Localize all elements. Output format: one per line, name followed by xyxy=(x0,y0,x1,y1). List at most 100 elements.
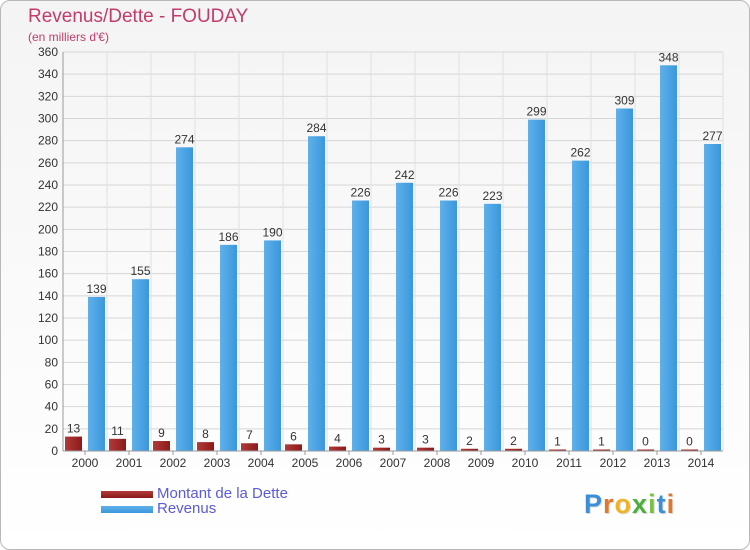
bar-revenus xyxy=(264,240,281,451)
data-label-dette: 4 xyxy=(334,432,341,446)
bar-revenus xyxy=(440,200,457,451)
bar-revenus xyxy=(660,65,677,452)
x-tick-label: 2003 xyxy=(204,456,231,470)
x-tick-label: 2012 xyxy=(600,456,627,470)
x-tick-label: 2001 xyxy=(116,456,143,470)
bar-revenus xyxy=(572,160,589,451)
x-tick-label: 2010 xyxy=(512,456,539,470)
legend-swatch-revenus xyxy=(101,506,153,513)
data-label-revenus: 274 xyxy=(174,132,194,146)
bar-dette xyxy=(681,449,698,451)
data-label-dette: 1 xyxy=(598,435,605,449)
data-label-revenus: 348 xyxy=(658,50,678,64)
y-tick-label: 100 xyxy=(38,333,58,347)
x-tick-label: 2013 xyxy=(644,456,671,470)
proxiti-logo: Proxiti xyxy=(584,489,675,520)
data-label-revenus: 139 xyxy=(86,282,106,296)
x-tick-label: 2011 xyxy=(556,456,582,470)
y-tick-label: 120 xyxy=(38,311,58,325)
bar-revenus xyxy=(616,108,633,452)
x-tick-label: 2007 xyxy=(380,456,407,470)
y-tick-label: 80 xyxy=(45,355,59,369)
bar-revenus xyxy=(220,244,237,451)
bar-dette xyxy=(109,438,126,451)
bars xyxy=(65,65,721,452)
x-tick-label: 2009 xyxy=(468,456,495,470)
data-label-revenus: 277 xyxy=(702,129,722,143)
bar-revenus xyxy=(396,182,413,452)
data-label-dette: 1 xyxy=(554,435,561,449)
x-tick-label: 2006 xyxy=(336,456,363,470)
logo-letter: r xyxy=(603,489,615,519)
axes: 0204060801001201401601802002202402602803… xyxy=(38,45,723,470)
x-tick-label: 2004 xyxy=(248,456,275,470)
data-label-dette: 2 xyxy=(510,434,517,448)
x-tick-label: 2000 xyxy=(72,456,99,470)
bar-revenus xyxy=(528,119,545,451)
logo-letter: x xyxy=(632,489,649,519)
y-tick-label: 20 xyxy=(45,422,59,436)
data-label-dette: 11 xyxy=(111,424,124,438)
data-label-revenus: 155 xyxy=(130,264,150,278)
bar-dette xyxy=(65,436,82,451)
y-tick-label: 160 xyxy=(38,267,58,281)
logo-letter: P xyxy=(584,489,604,519)
data-label-revenus: 186 xyxy=(218,230,238,244)
data-label-revenus: 242 xyxy=(394,168,414,182)
y-tick-label: 240 xyxy=(38,178,58,192)
data-label-revenus: 284 xyxy=(306,121,326,135)
logo-letter: i xyxy=(648,489,657,519)
data-label-dette: 6 xyxy=(290,429,297,443)
bar-dette xyxy=(417,447,434,451)
data-label-dette: 0 xyxy=(642,435,649,449)
x-tick-label: 2005 xyxy=(292,456,319,470)
bar-revenus xyxy=(352,200,369,451)
data-label-revenus: 223 xyxy=(482,189,502,203)
y-tick-label: 360 xyxy=(38,45,58,59)
y-tick-label: 340 xyxy=(38,67,58,81)
bar-dette xyxy=(549,449,566,451)
bar-revenus xyxy=(704,143,721,451)
legend-swatch-dette xyxy=(101,491,153,498)
data-label-revenus: 190 xyxy=(262,225,282,239)
bar-dette xyxy=(373,447,390,451)
y-tick-label: 140 xyxy=(38,289,58,303)
y-tick-label: 60 xyxy=(45,378,59,392)
bar-dette xyxy=(197,442,214,451)
bar-dette xyxy=(505,448,522,451)
legend-label-revenus: Revenus xyxy=(157,500,217,517)
data-label-revenus: 299 xyxy=(526,105,546,119)
x-tick-label: 2014 xyxy=(688,456,715,470)
chart-subtitle: (en milliers d'€) xyxy=(28,30,109,44)
bar-dette xyxy=(593,449,610,451)
legend-label-dette: Montant de la Dette xyxy=(157,485,288,502)
data-label-dette: 8 xyxy=(202,427,209,441)
data-label-revenus: 226 xyxy=(438,186,458,200)
chart-title: Revenus/Dette - FOUDAY xyxy=(28,6,249,27)
logo-letter: t xyxy=(656,489,667,519)
bar-dette xyxy=(285,444,302,451)
y-tick-label: 180 xyxy=(38,245,58,259)
bar-dette xyxy=(241,443,258,451)
y-tick-label: 40 xyxy=(45,400,59,414)
data-label-dette: 9 xyxy=(158,426,165,440)
bar-revenus xyxy=(176,147,193,452)
logo-letter: o xyxy=(614,489,633,519)
bar-dette xyxy=(637,449,654,451)
x-tick-label: 2008 xyxy=(424,456,451,470)
bar-revenus xyxy=(308,136,325,451)
data-labels: 1313911155927481867190628442263242322622… xyxy=(67,50,723,448)
y-tick-label: 300 xyxy=(38,112,58,126)
data-label-dette: 3 xyxy=(378,433,385,447)
y-tick-label: 0 xyxy=(51,444,58,458)
bar-revenus xyxy=(132,279,149,451)
y-tick-label: 260 xyxy=(38,156,58,170)
data-label-dette: 7 xyxy=(246,428,253,442)
data-label-revenus: 309 xyxy=(614,94,634,108)
bar-dette xyxy=(461,448,478,451)
data-label-dette: 2 xyxy=(466,434,473,448)
y-tick-label: 280 xyxy=(38,134,58,148)
data-label-revenus: 226 xyxy=(350,186,370,200)
